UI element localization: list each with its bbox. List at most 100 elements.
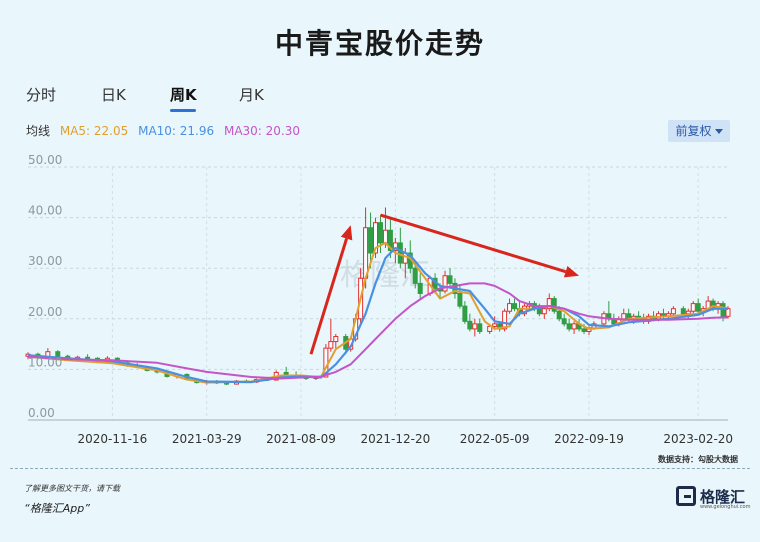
y-axis: 50.00 40.00 30.00 20.00 10.00 0.00 [28, 153, 62, 420]
candle-body [467, 320, 473, 330]
x-tick-label: 2021-12-20 [361, 432, 431, 446]
ma10-value: MA10: 21.96 [138, 124, 215, 138]
ma-line-ma10 [27, 246, 729, 384]
candle-body [507, 303, 513, 312]
candle-body [377, 222, 383, 244]
divider [10, 468, 750, 469]
caret-down-icon [714, 129, 723, 134]
y-tick-label: 0.00 [28, 406, 55, 420]
ma-legend-label: 均线 [26, 124, 51, 138]
candle-body [477, 323, 483, 332]
price-adjust-label: 前复权 [675, 124, 712, 138]
candle-body [328, 341, 334, 349]
candle [551, 296, 557, 314]
candle-body [581, 328, 587, 332]
candle [561, 313, 567, 327]
promo-text: 了解更多图文干货，请下载 [24, 484, 120, 493]
candle [646, 313, 652, 324]
candle [492, 316, 498, 329]
candle-body [392, 242, 398, 251]
chart-title: 中青宝股价走势 [274, 27, 485, 60]
y-tick-label: 40.00 [28, 204, 62, 218]
candles [25, 207, 731, 386]
candle-body [680, 308, 686, 315]
arrow-head [340, 225, 353, 241]
candle-body [224, 382, 230, 385]
candle-body [512, 303, 518, 310]
candle [392, 237, 398, 264]
logo-url: www.gelonghui.com [700, 504, 751, 510]
candle [328, 318, 334, 352]
x-tick-label: 2021-03-29 [172, 432, 242, 446]
tab-daily-k[interactable]: 日K [101, 86, 126, 104]
data-source: 数据支持：勾股大数据 [658, 455, 738, 464]
arrow-head [563, 265, 580, 278]
candle [397, 227, 403, 269]
candle-body [521, 305, 527, 315]
grid [28, 166, 728, 421]
candle-body [695, 303, 701, 312]
tab-intraday[interactable]: 分时 [26, 86, 57, 104]
candle [333, 333, 339, 350]
candle [387, 217, 393, 259]
x-axis: 2020-11-16 2021-03-29 2021-08-09 2021-12-20… [28, 419, 733, 446]
candle-body [551, 298, 557, 312]
ma-legend: 均线 MA5: 22.05 MA10: 21.96 MA30: 20.30 [26, 122, 306, 139]
ma5-value: MA5: 22.05 [59, 124, 129, 138]
candle [377, 215, 383, 254]
candle [373, 217, 379, 259]
y-tick-label: 20.00 [28, 305, 62, 319]
y-tick-label: 30.00 [28, 254, 62, 268]
candle-body [457, 293, 463, 307]
y-tick-label: 50.00 [28, 153, 62, 167]
tab-weekly-k[interactable]: 周K [170, 86, 197, 104]
candle-body [333, 336, 339, 343]
candle-body [368, 227, 374, 254]
candle-body [462, 305, 468, 322]
candle-body [502, 310, 508, 330]
trend-arrows [309, 213, 580, 355]
candle [55, 350, 61, 358]
candle-body [387, 229, 393, 251]
candle-body [546, 298, 552, 310]
arrow-shaft [309, 238, 349, 355]
candle [512, 298, 518, 312]
candle-body [397, 242, 403, 264]
active-tab-indicator [170, 109, 196, 112]
candle [566, 318, 572, 332]
candle-body [417, 282, 423, 295]
candle [670, 306, 676, 317]
candle-body [85, 356, 91, 359]
candle [546, 293, 552, 312]
x-tick-label: 2022-05-09 [460, 432, 530, 446]
price-adjust-dropdown[interactable]: 前复权 [668, 120, 730, 142]
candle-body [363, 227, 369, 279]
candle [541, 306, 547, 319]
y-tick-label: 10.00 [28, 355, 62, 369]
x-tick-label: 2021-08-09 [266, 432, 336, 446]
candle [442, 270, 448, 294]
candle-body [621, 313, 627, 320]
arrow-shaft [380, 213, 567, 274]
candle [695, 298, 701, 314]
candle-body [571, 323, 577, 330]
logo-text: 格隆汇 [700, 488, 746, 506]
candle [521, 303, 527, 317]
x-tick-label: 2020-11-16 [78, 432, 148, 446]
candle [462, 301, 468, 324]
candle-body [536, 308, 542, 315]
candle-body [561, 318, 567, 325]
candle-body [412, 267, 418, 284]
candle-body [541, 308, 547, 315]
tab-monthly-k[interactable]: 月K [239, 86, 264, 104]
candle-body [492, 323, 498, 327]
candle [467, 313, 473, 332]
candle-body [55, 351, 61, 357]
candle-body [556, 310, 562, 320]
promo-app-name: “格隆汇App” [24, 502, 90, 515]
ma30-value: MA30: 20.30 [223, 124, 301, 138]
candle [571, 321, 577, 334]
candle-body [373, 222, 379, 254]
candle-body [487, 325, 493, 332]
